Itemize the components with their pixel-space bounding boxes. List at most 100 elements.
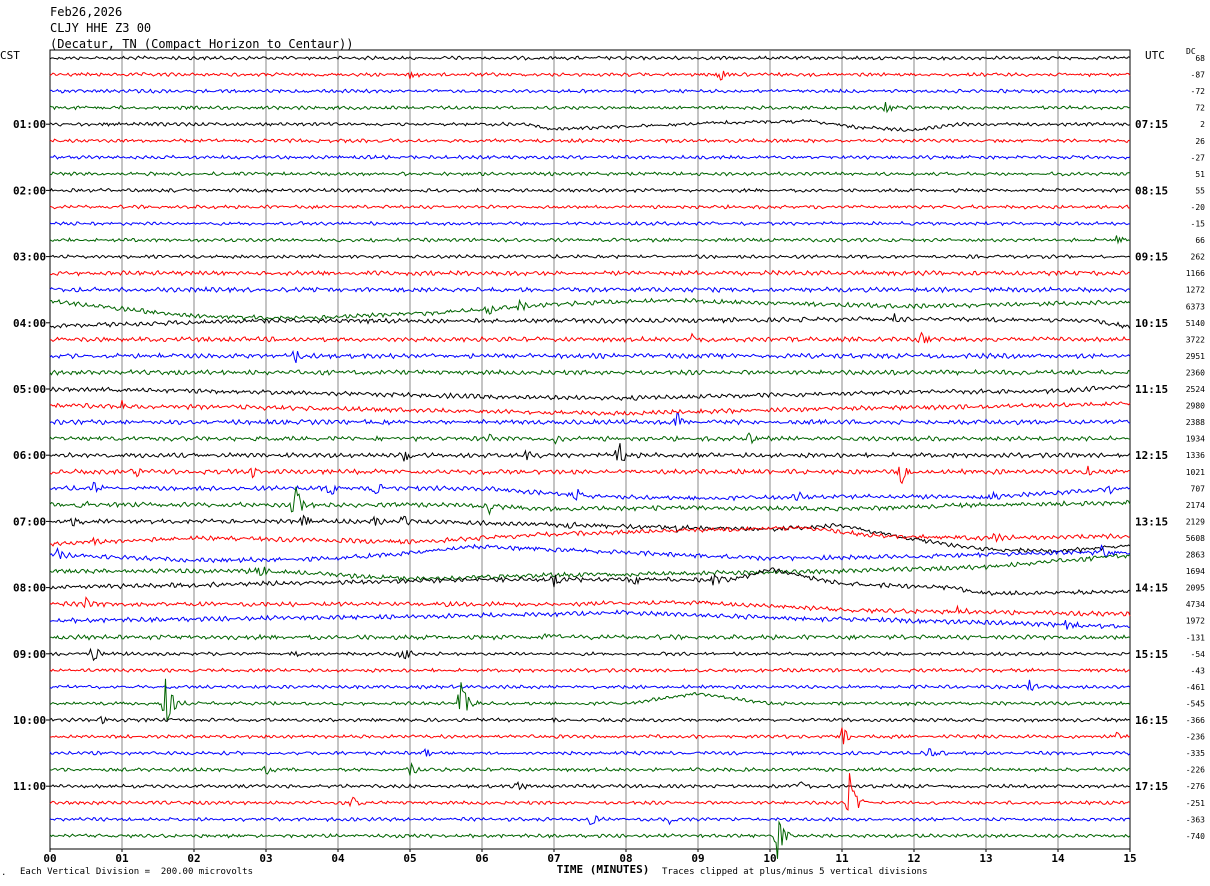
x-tick-label: 09 <box>691 852 704 865</box>
dc-offset-label: -276 <box>1186 782 1205 791</box>
dc-offset-label: -15 <box>1191 220 1206 229</box>
seismic-trace <box>49 253 1131 260</box>
dc-offset-label: 66 <box>1195 236 1205 245</box>
seismic-trace <box>49 647 1131 662</box>
left-time-label: 10:00 <box>13 714 46 727</box>
left-time-label: 03:00 <box>13 251 46 264</box>
left-time-label: 08:00 <box>13 582 46 595</box>
x-tick-label: 06 <box>475 852 489 865</box>
left-time-label: 04:00 <box>13 317 46 330</box>
dc-offset-label: 2951 <box>1186 352 1205 361</box>
dc-offset-label: -335 <box>1186 749 1205 758</box>
dc-offset-label: 1166 <box>1186 269 1205 278</box>
seismic-trace <box>49 678 1131 722</box>
dc-offset-label: 2360 <box>1186 368 1205 377</box>
seismic-trace <box>50 399 1131 416</box>
x-tick-label: 12 <box>907 852 920 865</box>
scale-note: Each Vertical Division = 200.00 microvol… <box>20 867 253 877</box>
dc-offset-label: -20 <box>1191 203 1206 212</box>
right-time-label: 12:15 <box>1135 449 1168 462</box>
seismic-trace <box>49 171 1131 177</box>
dc-offset-label: 2863 <box>1186 551 1205 560</box>
dc-offset-label: -54 <box>1191 650 1206 659</box>
dc-offset-label: -72 <box>1191 87 1206 96</box>
dc-offset-label: -740 <box>1186 832 1205 841</box>
dc-offset-label: -251 <box>1186 799 1205 808</box>
seismic-trace <box>49 632 1131 641</box>
seismic-trace <box>49 465 1131 485</box>
seismic-trace <box>49 820 1131 859</box>
dc-offset-label: 2388 <box>1186 418 1205 427</box>
x-tick-label: 01 <box>115 852 129 865</box>
dc-offset-label: 2174 <box>1186 501 1205 510</box>
seismic-trace <box>49 102 1131 114</box>
right-time-label: 16:15 <box>1135 714 1168 727</box>
left-time-label: 02:00 <box>13 184 46 197</box>
right-time-label: 17:15 <box>1135 780 1168 793</box>
dc-offset-label: 2524 <box>1186 385 1205 394</box>
seismic-trace <box>49 384 1131 401</box>
left-time-label: 01:00 <box>13 118 46 131</box>
dc-offset-label: 72 <box>1195 104 1205 113</box>
seismic-trace <box>49 187 1131 194</box>
dc-offset-label: -131 <box>1186 633 1205 642</box>
seismic-trace <box>49 297 1131 321</box>
seismic-trace <box>49 137 1131 144</box>
dc-offset-label: 707 <box>1191 484 1206 493</box>
corner-mark: . <box>1 868 7 878</box>
dc-offset-label: 26 <box>1195 137 1205 146</box>
dc-offset-label: 5608 <box>1186 534 1205 543</box>
date-label: Feb26,2026 <box>50 5 123 19</box>
seismic-trace <box>49 349 1131 364</box>
dc-offset-label: 2129 <box>1186 517 1205 526</box>
x-tick-label: 02 <box>187 852 200 865</box>
right-time-label: 11:15 <box>1135 383 1168 396</box>
dc-offset-label: -461 <box>1186 683 1205 692</box>
plot-header: Feb26,2026 CLJY HHE Z3 00 (Decatur, TN (… <box>50 4 353 52</box>
dc-offset-label: 1934 <box>1186 435 1205 444</box>
dc-offset-label: 4734 <box>1186 600 1205 609</box>
seismic-trace <box>49 715 1131 725</box>
seismic-trace <box>49 679 1131 691</box>
right-time-label: 07:15 <box>1135 118 1168 131</box>
seismic-trace <box>50 727 1131 745</box>
dc-offset-label: 6373 <box>1186 302 1205 311</box>
x-tick-label: 10 <box>763 852 776 865</box>
seismic-trace <box>49 609 1131 630</box>
right-axis-label: UTC <box>1145 49 1165 62</box>
left-time-label: 09:00 <box>13 648 46 661</box>
dc-offset-label: -43 <box>1191 666 1206 675</box>
seismic-trace <box>49 119 1131 132</box>
seismic-trace <box>49 780 1131 791</box>
right-time-label: 08:15 <box>1135 184 1168 197</box>
seismic-trace <box>49 567 1131 597</box>
dc-offset-label: 1972 <box>1186 617 1205 626</box>
station-label: CLJY HHE Z3 00 <box>50 21 152 35</box>
seismic-trace <box>49 331 1131 344</box>
dc-offset-label: 1336 <box>1186 451 1205 460</box>
seismic-trace <box>49 220 1131 227</box>
plot-frame <box>49 49 1131 850</box>
seismic-trace <box>49 553 1131 582</box>
dc-offset-label: -87 <box>1191 71 1206 80</box>
dc-offset-label: -363 <box>1186 815 1205 824</box>
seismic-trace <box>49 543 1131 564</box>
dc-offset-label: 1694 <box>1186 567 1205 576</box>
x-tick-label: 05 <box>403 852 416 865</box>
seismic-trace <box>49 432 1131 445</box>
x-tick-label: 13 <box>979 852 992 865</box>
seismic-trace <box>49 286 1131 294</box>
dc-offset-label: 3722 <box>1186 335 1205 344</box>
x-tick-label: 00 <box>43 852 56 865</box>
seismic-trace <box>49 747 1131 757</box>
seismic-trace <box>49 70 1131 81</box>
dc-offset-label: -27 <box>1191 153 1206 162</box>
seismic-trace <box>49 412 1131 426</box>
dc-label: DC <box>1186 47 1196 56</box>
seismic-trace <box>49 88 1131 94</box>
seismic-trace <box>49 235 1131 245</box>
left-time-label: 07:00 <box>13 515 46 528</box>
dc-offset-label: -545 <box>1186 699 1205 708</box>
dc-offset-label: 262 <box>1191 253 1206 262</box>
seismic-trace <box>49 368 1131 376</box>
